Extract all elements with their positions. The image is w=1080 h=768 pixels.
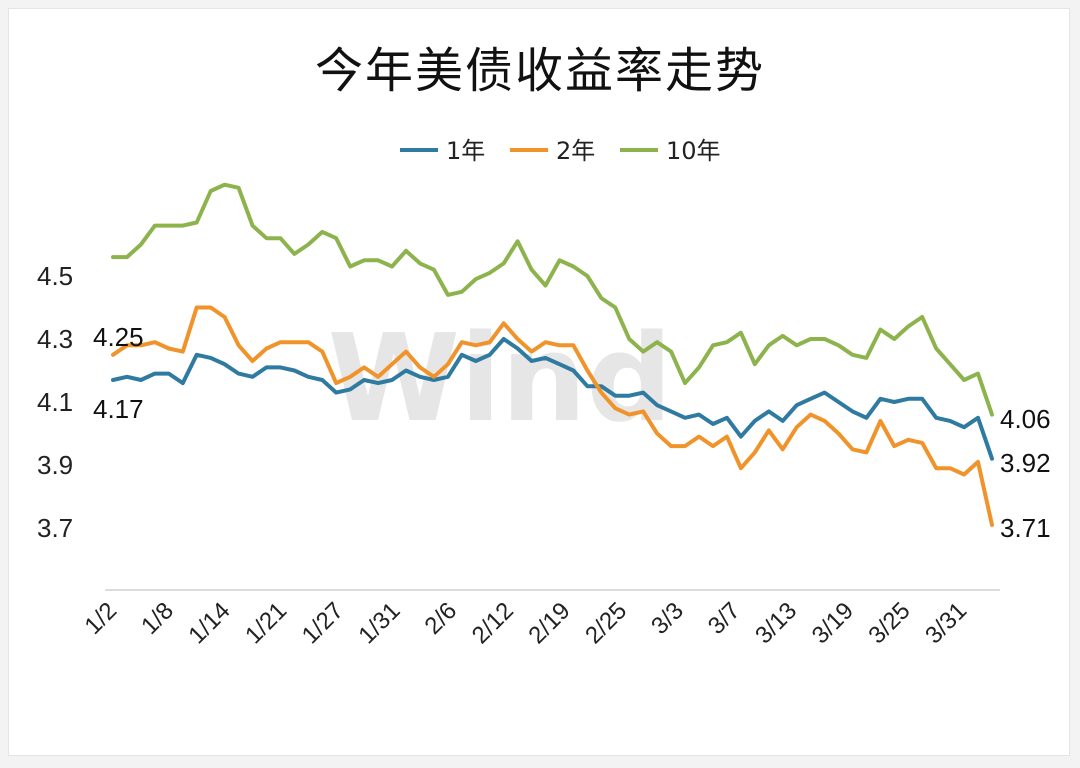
data-labels: 4.25 4.17 4.06 3.92 3.71 — [93, 322, 1051, 543]
x-tick-label: 2/12 — [467, 597, 519, 649]
x-tick-label: 3/13 — [750, 597, 802, 649]
data-label: 4.17 — [93, 394, 144, 424]
chart-title: 今年美债收益率走势 — [314, 43, 765, 99]
legend-label: 10年 — [666, 137, 721, 165]
series-line-3 — [111, 182, 994, 417]
x-axis: 1/2 1/8 1/14 1/21 1/27 1/31 2/6 2/12 2/19 2/25 3/3… — [80, 597, 973, 649]
x-tick-label: 1/21 — [240, 597, 292, 649]
x-tick-label: 2/6 — [420, 597, 463, 640]
y-tick-label: 4.5 — [37, 261, 73, 291]
x-tick-label: 3/25 — [863, 597, 915, 649]
x-tick-label: 3/3 — [646, 597, 689, 640]
data-label: 4.06 — [1000, 404, 1051, 434]
x-tick-label: 1/2 — [80, 597, 123, 640]
x-tick-label: 2/19 — [523, 597, 575, 649]
x-tick-label: 3/19 — [807, 597, 859, 649]
y-axis: 4.5 4.3 4.1 3.9 3.7 — [37, 261, 73, 543]
x-tick-label: 1/27 — [297, 597, 349, 649]
x-tick-label: 1/14 — [183, 597, 235, 649]
series-line-2 — [111, 305, 994, 527]
y-tick-label: 4.1 — [37, 387, 73, 417]
data-label: 4.25 — [93, 322, 144, 352]
x-tick-label: 1/8 — [136, 597, 179, 640]
series-line-1 — [111, 337, 994, 461]
series-group — [111, 182, 994, 527]
x-tick-label: 1/31 — [353, 597, 405, 649]
y-tick-label: 3.7 — [37, 513, 73, 543]
data-label: 3.71 — [1000, 513, 1051, 543]
legend-label: 2年 — [556, 137, 595, 165]
x-tick-label: 2/25 — [580, 597, 632, 649]
x-tick-label: 3/31 — [920, 597, 972, 649]
x-tick-label: 3/7 — [703, 597, 746, 640]
legend: 1年 2年 10年 — [400, 137, 721, 165]
data-label: 3.92 — [1000, 448, 1051, 478]
y-tick-label: 3.9 — [37, 450, 73, 480]
legend-label: 1年 — [446, 137, 485, 165]
y-tick-label: 4.3 — [37, 324, 73, 354]
